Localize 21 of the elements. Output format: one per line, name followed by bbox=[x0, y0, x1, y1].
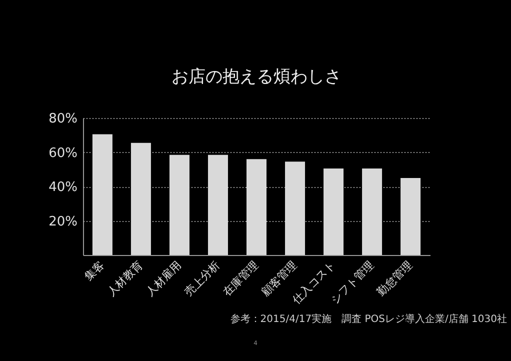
y-tick-label: 60% bbox=[48, 146, 78, 161]
bar bbox=[285, 162, 306, 255]
bar bbox=[246, 159, 266, 255]
x-tick-label: 勤怠管理 bbox=[374, 258, 415, 299]
x-tick-label: 売上分析 bbox=[182, 258, 222, 299]
y-tick-label: 80% bbox=[48, 112, 78, 126]
y-tick-label: 20% bbox=[48, 214, 78, 230]
text: 参考：2015/4/17実施 調査 POSレジ導入企業/店舗 1030社 bbox=[230, 312, 507, 326]
bar bbox=[130, 142, 151, 255]
chart-title: お店の抱える煩わしさ bbox=[172, 67, 342, 87]
bar bbox=[362, 168, 382, 255]
bar bbox=[169, 154, 190, 255]
bar bbox=[92, 134, 112, 255]
bar bbox=[324, 168, 344, 255]
x-tick-label: 人材教育 bbox=[104, 258, 146, 299]
x-tick-label: 在庫管理 bbox=[220, 258, 261, 299]
x-tick-label: 集客 bbox=[82, 258, 107, 284]
bar bbox=[400, 178, 421, 255]
y-tick-label: 40% bbox=[48, 180, 78, 195]
bar bbox=[208, 154, 228, 255]
x-tick-label: 人材雇用 bbox=[143, 258, 184, 299]
